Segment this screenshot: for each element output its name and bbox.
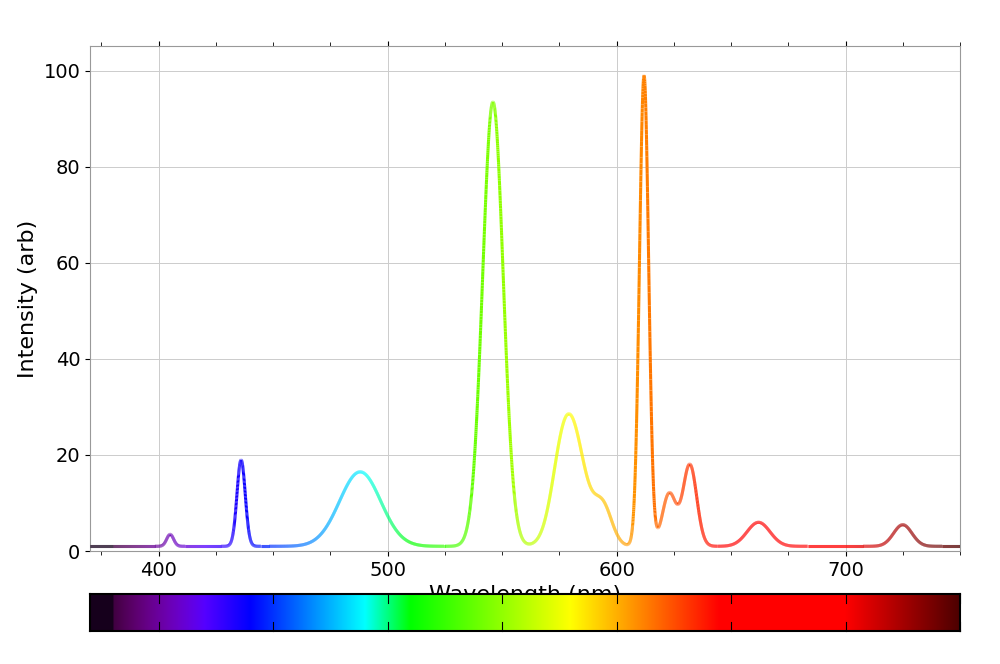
- Y-axis label: Intensity (arb): Intensity (arb): [18, 220, 38, 378]
- X-axis label: Wavelength (nm): Wavelength (nm): [429, 586, 621, 606]
